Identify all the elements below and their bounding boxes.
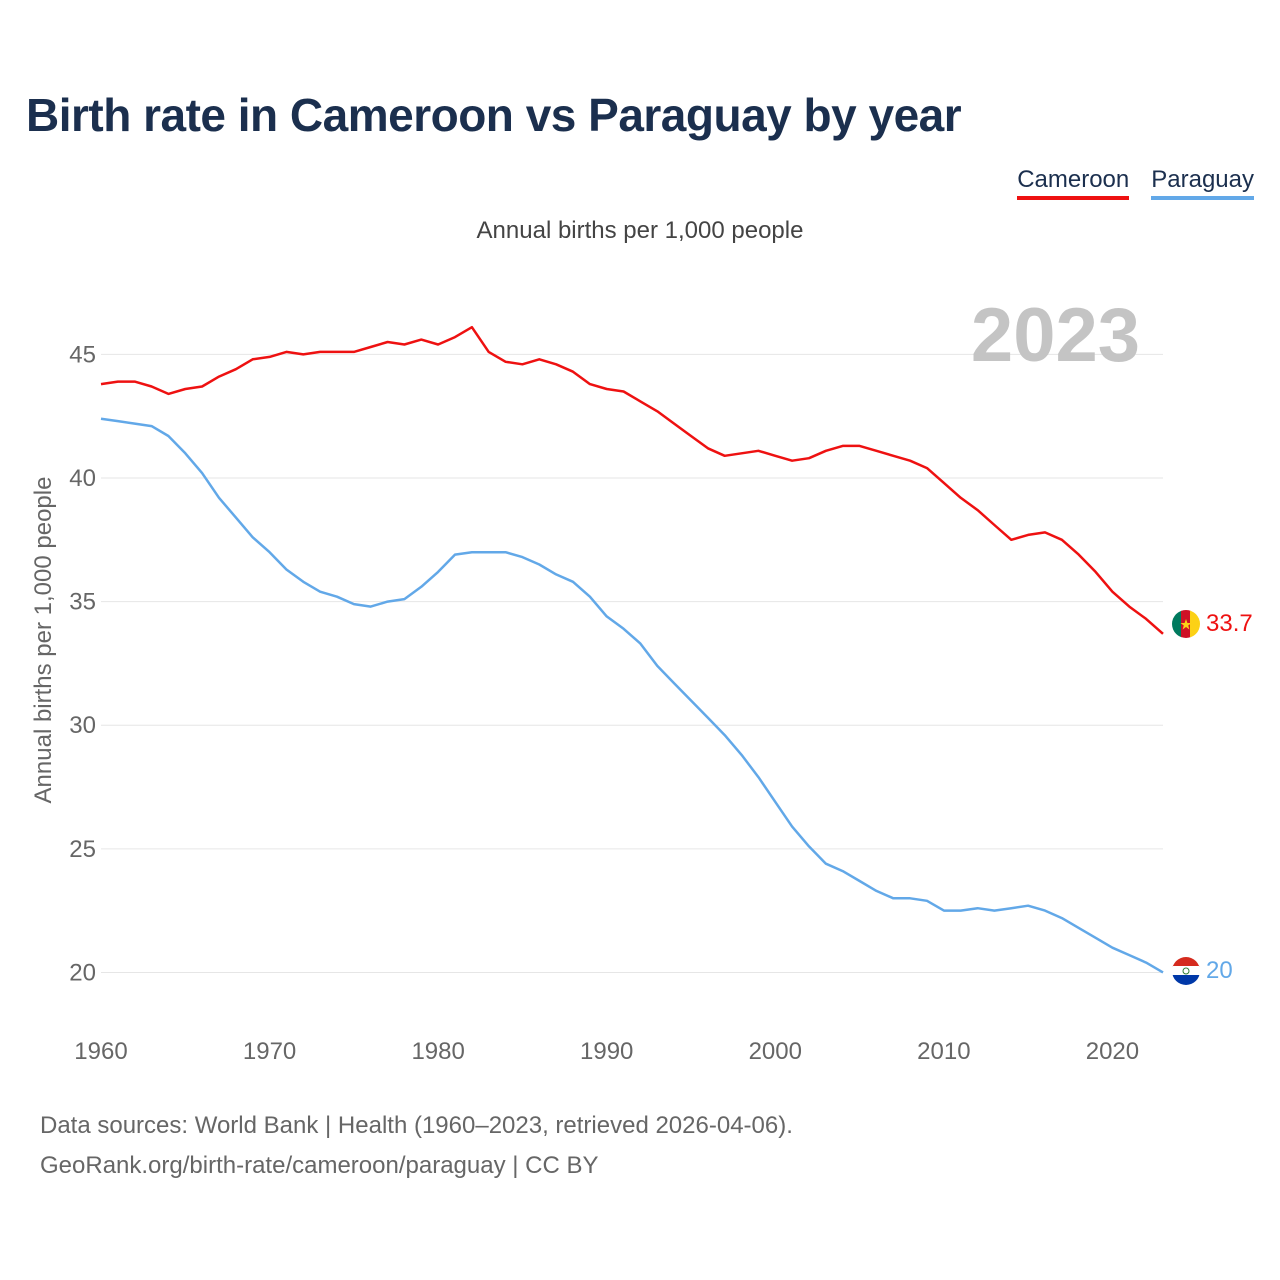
x-tick-label: 1960 xyxy=(74,1038,127,1065)
chart-subtitle: Annual births per 1,000 people xyxy=(476,217,804,244)
series-lines xyxy=(100,325,1164,974)
x-tick-label: 2000 xyxy=(749,1038,802,1065)
x-tick-label: 2010 xyxy=(917,1038,970,1065)
y-tick-label: 45 xyxy=(69,341,96,368)
source-link[interactable]: GeoRank.org/birth-rate/cameroon/paraguay… xyxy=(40,1152,599,1179)
grid-lines xyxy=(101,353,1163,973)
y-tick-label: 25 xyxy=(69,836,96,863)
source-line: Data sources: World Bank | Health (1960–… xyxy=(40,1112,793,1139)
x-tick-label: 1970 xyxy=(243,1038,296,1065)
series-line-paraguay[interactable] xyxy=(100,417,1164,974)
axis-ticks: 20 25 30 35 40 45 1960 1970 1980 1990 2000 2010 2020 xyxy=(69,341,1139,1065)
year-watermark: 2023 xyxy=(971,293,1140,378)
end-value-label-cameroon: 33.7 xyxy=(1206,610,1253,637)
y-tick-label: 35 xyxy=(69,589,96,616)
series-line-cameroon[interactable] xyxy=(100,325,1164,635)
legend: Cameroon Paraguay xyxy=(1017,166,1254,200)
chart-title: Birth rate in Cameroon vs Paraguay by ye… xyxy=(26,89,962,141)
legend-item-paraguay[interactable]: Paraguay xyxy=(1151,166,1254,200)
x-tick-label: 1980 xyxy=(411,1038,464,1065)
cameroon-flag-icon xyxy=(1172,610,1200,638)
source-note: Data sources: World Bank | Health (1960–… xyxy=(40,1106,793,1186)
x-tick-label: 2020 xyxy=(1086,1038,1139,1065)
legend-item-cameroon[interactable]: Cameroon xyxy=(1017,166,1130,200)
y-tick-label: 20 xyxy=(69,959,96,986)
y-tick-label: 30 xyxy=(69,712,96,739)
y-tick-label: 40 xyxy=(69,465,96,492)
x-tick-label: 1990 xyxy=(580,1038,633,1065)
paraguay-flag-icon xyxy=(1172,957,1200,985)
end-value-label-paraguay: 20 xyxy=(1206,957,1233,984)
